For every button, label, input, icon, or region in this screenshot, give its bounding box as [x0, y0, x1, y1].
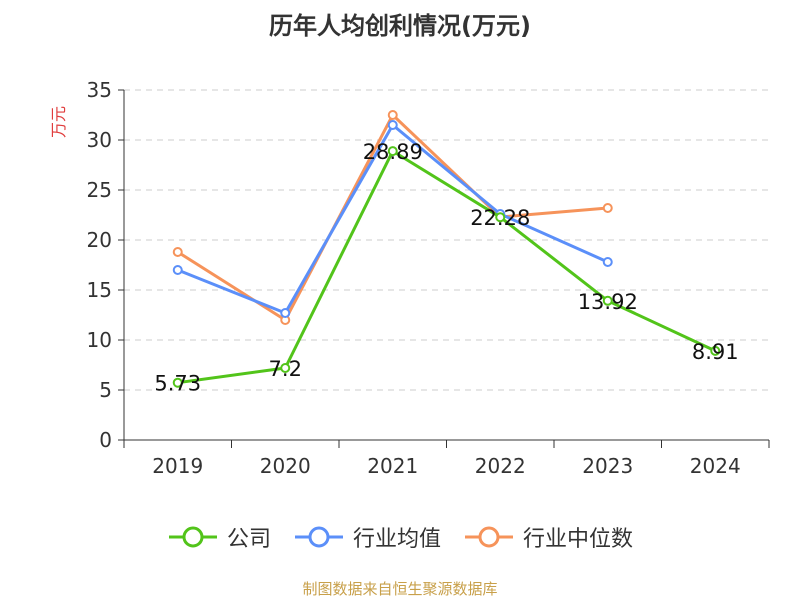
y-tick-label: 25 [87, 178, 112, 202]
data-point [172, 265, 183, 275]
data-point [387, 110, 398, 120]
chart-title: 历年人均创利情况(万元) [269, 12, 531, 40]
data-point [172, 377, 183, 388]
y-tick-label: 20 [87, 228, 112, 252]
data-point [280, 308, 291, 318]
data-label: 22.28 [470, 206, 530, 230]
legend-marker-icon [294, 526, 343, 548]
axes: 0 5 10 15 20 25 30 35 2019 2020 2021 2022 2023 2024 [87, 78, 770, 478]
y-tick-label: 35 [87, 78, 112, 102]
legend-marker-icon [465, 526, 513, 548]
data-point [495, 212, 506, 223]
y-tick-label: 15 [87, 278, 112, 302]
y-tick-label: 30 [87, 128, 112, 152]
series-lines [172, 110, 721, 388]
source-note: 制图数据来自恒生聚源数据库 [302, 580, 498, 598]
data-point [602, 295, 613, 306]
legend-label: 公司 [226, 527, 271, 552]
legend-item[interactable]: 行业中位数 [463, 521, 633, 553]
y-axis-label: 万元 [49, 106, 68, 138]
data-point [172, 247, 183, 257]
data-label: 8.91 [692, 340, 739, 364]
y-tick-label: 10 [87, 328, 112, 352]
data-label: 13.92 [578, 290, 638, 314]
grid-lines [124, 89, 769, 391]
data-label: 7.2 [269, 357, 302, 381]
x-tick-label: 2023 [582, 454, 633, 478]
data-labels: 5.73 7.2 28.89 22.28 13.92 8.91 [154, 140, 738, 396]
data-point [602, 257, 613, 267]
x-tick-label: 2019 [152, 454, 203, 478]
legend-label: 行业均值 [352, 527, 441, 552]
x-tick-label: 2021 [367, 454, 418, 478]
legend-label: 行业中位数 [523, 527, 634, 552]
x-tick-label: 2024 [690, 454, 741, 478]
series-1 [172, 146, 721, 388]
data-point [387, 146, 398, 157]
data-point [602, 203, 613, 213]
legend: 公司 行业均值 行业中位数 [0, 520, 800, 554]
x-tick-label: 2020 [260, 454, 311, 478]
legend-marker-icon [168, 526, 217, 548]
x-tick-label: 2022 [475, 454, 526, 478]
legend-item[interactable]: 行业均值 [293, 521, 441, 553]
data-point [387, 120, 398, 130]
y-tick-label: 0 [99, 428, 112, 452]
data-label: 5.73 [154, 372, 201, 396]
data-point [710, 345, 721, 356]
series-line [177, 149, 716, 385]
legend-item[interactable]: 公司 [167, 521, 271, 553]
data-point [280, 363, 291, 373]
y-tick-label: 5 [99, 378, 112, 402]
data-label: 28.89 [363, 140, 423, 164]
